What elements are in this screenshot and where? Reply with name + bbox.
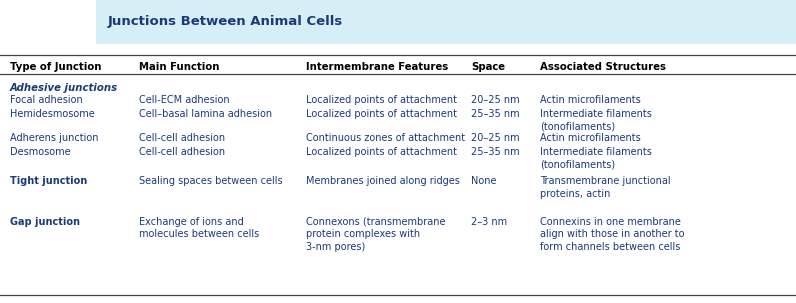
Text: Intermediate filaments
(tonofilaments): Intermediate filaments (tonofilaments) <box>540 109 652 132</box>
Text: Type of Junction: Type of Junction <box>10 62 101 72</box>
Text: None: None <box>471 176 497 186</box>
Text: Connexins in one membrane
align with those in another to
form channels between c: Connexins in one membrane align with tho… <box>540 217 685 252</box>
Text: Localized points of attachment: Localized points of attachment <box>306 147 458 157</box>
Text: Localized points of attachment: Localized points of attachment <box>306 109 458 119</box>
Text: Membranes joined along ridges: Membranes joined along ridges <box>306 176 460 186</box>
Text: Sealing spaces between cells: Sealing spaces between cells <box>139 176 283 186</box>
Text: Actin microfilaments: Actin microfilaments <box>540 133 641 143</box>
Text: Associated Structures: Associated Structures <box>540 62 665 72</box>
Text: Intermembrane Features: Intermembrane Features <box>306 62 449 72</box>
Text: Focal adhesion: Focal adhesion <box>10 95 82 105</box>
Text: Adherens junction: Adherens junction <box>10 133 98 143</box>
Text: Hemidesmosome: Hemidesmosome <box>10 109 94 119</box>
Text: Cell-ECM adhesion: Cell-ECM adhesion <box>139 95 230 105</box>
Text: Tight junction: Tight junction <box>10 176 87 186</box>
Text: Exchange of ions and
molecules between cells: Exchange of ions and molecules between c… <box>139 217 259 239</box>
Text: Continuous zones of attachment: Continuous zones of attachment <box>306 133 466 143</box>
Text: Space: Space <box>471 62 505 72</box>
Text: Junctions Between Animal Cells: Junctions Between Animal Cells <box>107 15 343 28</box>
Text: Localized points of attachment: Localized points of attachment <box>306 95 458 105</box>
Text: 25–35 nm: 25–35 nm <box>471 109 520 119</box>
Text: Connexons (transmembrane
protein complexes with
3-nm pores): Connexons (transmembrane protein complex… <box>306 217 446 252</box>
Text: Transmembrane junctional
proteins, actin: Transmembrane junctional proteins, actin <box>540 176 670 198</box>
Text: Actin microfilaments: Actin microfilaments <box>540 95 641 105</box>
Text: Gap junction: Gap junction <box>10 217 80 227</box>
Text: Cell-cell adhesion: Cell-cell adhesion <box>139 147 225 157</box>
Text: Cell-cell adhesion: Cell-cell adhesion <box>139 133 225 143</box>
Text: 2–3 nm: 2–3 nm <box>471 217 507 227</box>
Text: 20–25 nm: 20–25 nm <box>471 133 520 143</box>
Text: Cell–basal lamina adhesion: Cell–basal lamina adhesion <box>139 109 272 119</box>
Text: Adhesive junctions: Adhesive junctions <box>10 83 118 93</box>
Text: Desmosome: Desmosome <box>10 147 70 157</box>
Text: 25–35 nm: 25–35 nm <box>471 147 520 157</box>
FancyBboxPatch shape <box>96 0 796 44</box>
Text: Intermediate filaments
(tonofilaments): Intermediate filaments (tonofilaments) <box>540 147 652 170</box>
Text: Main Function: Main Function <box>139 62 220 72</box>
Text: 20–25 nm: 20–25 nm <box>471 95 520 105</box>
